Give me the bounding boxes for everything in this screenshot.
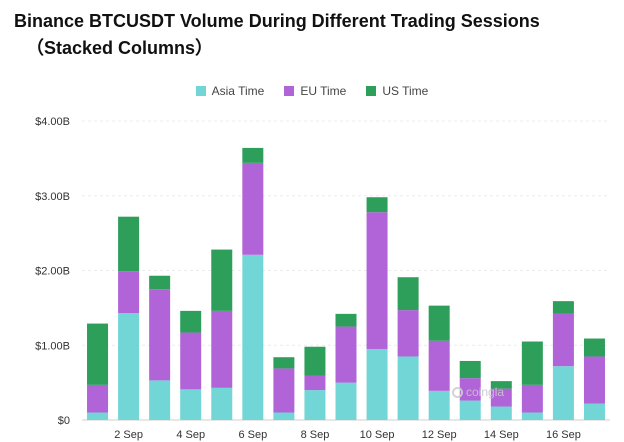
bar-segment-asia	[118, 313, 140, 420]
bar-segment-us	[118, 216, 140, 272]
bar-segment-asia	[180, 389, 202, 420]
legend-item-us[interactable]: US Time	[366, 84, 428, 98]
bar-segment-eu	[118, 271, 140, 314]
bar-segment-eu	[242, 162, 264, 255]
chart-title-line1: Binance BTCUSDT Volume During Different …	[14, 11, 540, 31]
coinglass-logo-icon	[452, 386, 463, 398]
bar-segment-asia	[459, 400, 481, 420]
legend-label-asia: Asia Time	[211, 84, 265, 98]
bar-segment-asia	[304, 390, 326, 420]
bar-segment-asia	[490, 406, 512, 420]
legend-item-eu[interactable]: EU Time	[284, 84, 346, 98]
watermark: coingla	[452, 385, 504, 399]
bar-segment-us	[397, 277, 419, 311]
bar-segment-eu	[304, 375, 326, 391]
bar-segment-us	[87, 323, 109, 385]
bar-segment-eu	[149, 289, 171, 381]
bar-segment-eu	[273, 368, 295, 413]
legend-swatch-asia	[195, 86, 206, 96]
bar-segment-us	[428, 305, 450, 341]
bar-segment-asia	[273, 412, 295, 420]
bar-segment-asia	[149, 380, 171, 420]
bar-segment-asia	[335, 382, 357, 420]
bar-segment-eu	[87, 384, 109, 413]
chart-legend: Asia Time EU Time US Time	[0, 84, 624, 98]
bar-segment-asia	[87, 412, 109, 420]
bar-segment-us	[521, 341, 543, 385]
bar-segment-asia	[242, 254, 264, 420]
bar-segment-us	[583, 338, 605, 357]
bar-segment-eu	[521, 384, 543, 413]
bar-segment-us	[552, 301, 574, 314]
legend-label-eu: EU Time	[300, 84, 347, 98]
bar-segment-asia	[521, 412, 543, 420]
legend-label-us: US Time	[382, 84, 429, 98]
bar-segment-eu	[366, 212, 388, 349]
bar-segment-eu	[490, 388, 512, 407]
bar-segment-us	[459, 360, 481, 379]
bar-segment-asia	[397, 356, 419, 420]
bar-segment-eu	[335, 326, 357, 383]
bar-segment-us	[490, 381, 512, 389]
y-tick-label: $2.00B	[35, 266, 70, 278]
y-tick-label: $1.00B	[35, 340, 70, 352]
legend-swatch-eu	[284, 86, 295, 96]
bar-segment-eu	[211, 310, 233, 388]
bar-segment-asia	[583, 403, 605, 420]
bar-segment-eu	[459, 378, 481, 401]
bar-segment-eu	[180, 332, 202, 390]
x-tick-label: 8 Sep	[301, 429, 330, 441]
bar-segment-us	[366, 197, 388, 213]
y-tick-label: $0	[58, 415, 70, 427]
x-tick-label: 14 Sep	[484, 429, 519, 441]
bar-segment-us	[273, 357, 295, 369]
legend-item-asia[interactable]: Asia Time	[195, 84, 265, 98]
chart-title-line2: （Stacked Columns）	[26, 38, 214, 58]
bar-segment-eu	[583, 356, 605, 404]
bar-segment-us	[304, 346, 326, 376]
bar-segment-us	[149, 275, 171, 290]
bar-segment-us	[211, 249, 233, 311]
bar-segment-us	[242, 147, 264, 163]
bar-segment-asia	[366, 348, 388, 420]
bar-segment-us	[180, 310, 202, 333]
x-tick-label: 2 Sep	[114, 429, 143, 441]
bar-segment-eu	[552, 313, 574, 367]
chart-title: Binance BTCUSDT Volume During Different …	[14, 8, 614, 62]
bar-segment-asia	[552, 366, 574, 420]
bar-segment-asia	[428, 390, 450, 420]
bar-segment-eu	[397, 310, 419, 357]
x-tick-label: 10 Sep	[360, 429, 395, 441]
x-tick-label: 4 Sep	[176, 429, 205, 441]
legend-swatch-us	[366, 86, 377, 96]
y-tick-label: $4.00B	[35, 116, 70, 128]
bar-segment-asia	[211, 387, 233, 420]
x-tick-label: 16 Sep	[546, 429, 581, 441]
x-tick-label: 12 Sep	[422, 429, 457, 441]
y-tick-label: $3.00B	[35, 191, 70, 203]
watermark-text: coingla	[466, 385, 505, 399]
bar-segment-eu	[428, 340, 450, 391]
x-tick-label: 6 Sep	[238, 429, 267, 441]
bar-segment-us	[335, 313, 357, 327]
